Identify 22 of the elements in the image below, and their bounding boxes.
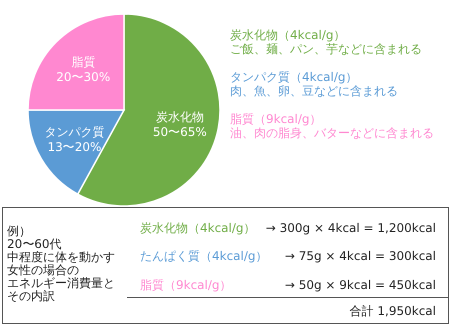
text: → 50g × 9kcal = 450kcal bbox=[284, 278, 436, 292]
text: → 300g × 4kcal = 1,200kcal bbox=[266, 221, 436, 235]
text: エネルギー消費量と bbox=[7, 276, 115, 290]
text: 20〜60代 bbox=[7, 237, 62, 251]
text: 合計 1,950kcal bbox=[350, 304, 436, 318]
text: 炭水化物（4kcal/g） bbox=[230, 28, 346, 42]
text: 油、肉の脂身、バターなどに含まれる bbox=[230, 126, 434, 140]
text: 女性の場合の bbox=[7, 263, 79, 277]
text: 脂質（9kcal/g） bbox=[230, 112, 322, 126]
text: → 75g × 4kcal = 300kcal bbox=[284, 249, 436, 263]
text: 肉、魚、卵、豆などに含まれる bbox=[230, 84, 398, 98]
text: 炭水化物（4kcal/g） bbox=[140, 221, 256, 235]
text: 中程度に体を動かす bbox=[7, 250, 115, 264]
text: タンパク質（4kcal/g） bbox=[230, 70, 358, 84]
text: 例） bbox=[7, 224, 31, 238]
text: たんぱく質（4kcal/g） bbox=[140, 249, 268, 263]
text: ご飯、麺、パン、芋などに含まれる bbox=[230, 42, 422, 56]
text: その内訳 bbox=[7, 289, 55, 303]
slice-label: タンパク質 13〜20% bbox=[44, 124, 104, 154]
slice-label: 脂質 20〜30% bbox=[56, 54, 110, 84]
text: 脂質（9kcal/g） bbox=[140, 278, 232, 292]
slice-label: 炭水化物 50〜65% bbox=[152, 110, 207, 139]
